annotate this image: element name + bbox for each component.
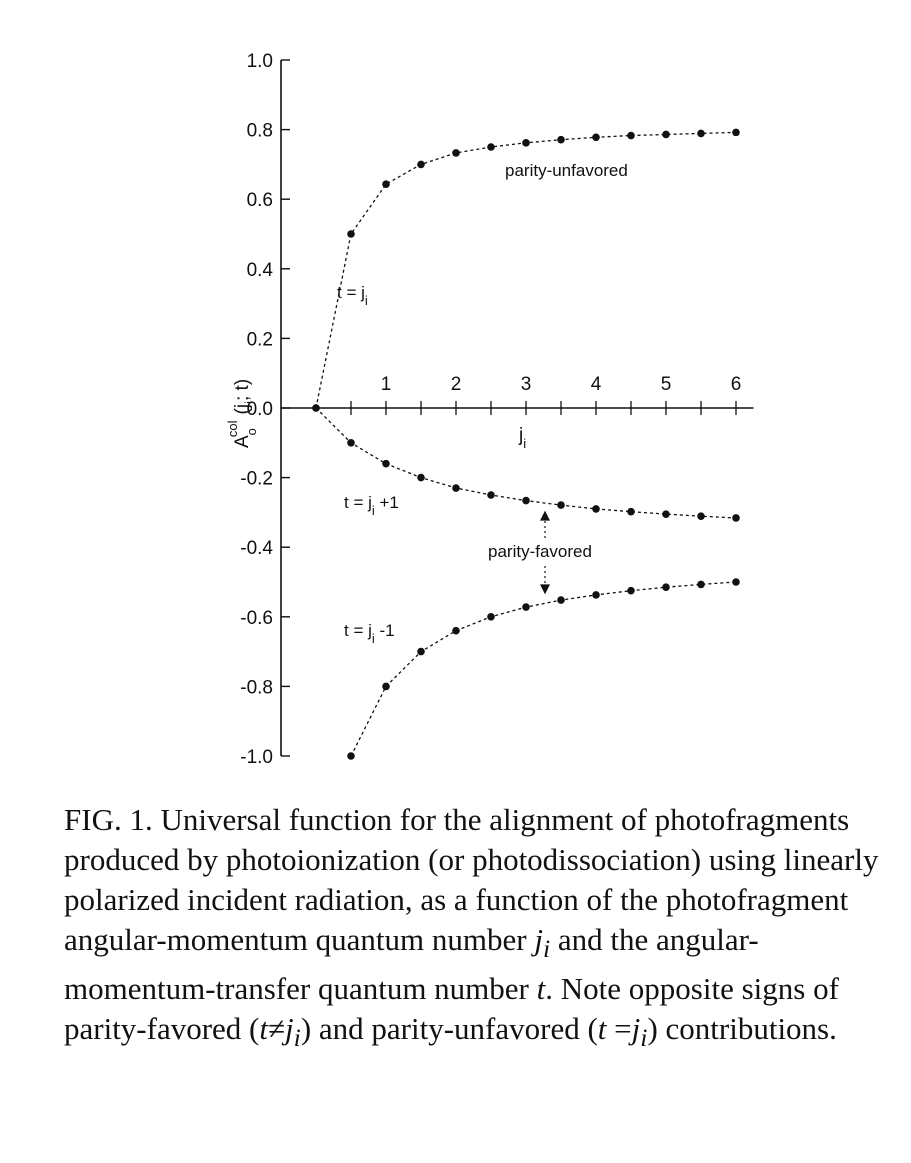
series-0-point xyxy=(732,128,740,137)
x-axis-label: ji xyxy=(518,425,526,451)
annotation-t-equals-ji: t = ji xyxy=(337,283,368,308)
series-1-point xyxy=(487,491,495,499)
x-tick-label: 1 xyxy=(381,374,392,395)
series-1-point xyxy=(452,484,460,492)
x-tick-label: 4 xyxy=(591,374,602,395)
series-2-point xyxy=(557,596,565,604)
series-0-point xyxy=(487,143,495,151)
figure: 1.0 0.8 0.6 0.4 0.2 0.0 -0.2 -0.4 -0.6 -0.8 -1.0 1 2… xyxy=(225,51,754,768)
caption-label: FIG. 1. xyxy=(64,802,153,837)
series-1-point xyxy=(697,512,705,521)
series-0-point xyxy=(627,131,635,140)
series-0-point xyxy=(662,130,670,139)
parity-favored-arrows xyxy=(540,510,550,595)
series-2-point xyxy=(487,613,495,621)
y-axis-label: Aocol(ji; t) xyxy=(225,379,259,448)
axes: 1.0 0.8 0.6 0.4 0.2 0.0 -0.2 -0.4 -0.6 -0.8 -1.0 1 2… xyxy=(240,51,754,768)
series-0-point xyxy=(522,139,530,147)
series-0-point xyxy=(697,129,705,138)
series-2-point xyxy=(522,603,530,611)
series-2-point xyxy=(417,647,425,656)
series-1-point xyxy=(627,507,635,516)
y-tick-label: 1.0 xyxy=(247,51,273,72)
series-0-point xyxy=(417,160,425,169)
y-tick-label: 0.2 xyxy=(247,329,273,350)
series-0-point xyxy=(347,230,355,238)
series-layer xyxy=(312,128,740,760)
series-2-point xyxy=(452,626,460,635)
series-2-point xyxy=(662,583,670,592)
y-tick-label: -0.8 xyxy=(240,677,273,698)
series-2-point xyxy=(347,752,355,760)
x-tick-label: 6 xyxy=(731,374,742,395)
series-1-point xyxy=(347,439,355,447)
series-0-point xyxy=(382,180,390,189)
annotation-t-equals-ji-minus-1: t = ji -1 xyxy=(344,621,395,646)
figure-caption: FIG. 1. Universal function for the align… xyxy=(64,802,879,1053)
y-tick-label: 0.0 xyxy=(247,399,273,420)
y-tick-label: 0.4 xyxy=(247,260,274,281)
annotation-t-equals-ji-plus-1: t = ji +1 xyxy=(344,493,399,518)
y-tick-label: 0.8 xyxy=(247,121,273,142)
x-tick-label: 5 xyxy=(661,374,672,395)
series-1-point xyxy=(557,501,565,509)
x-tick-label: 3 xyxy=(521,374,532,395)
series-1-point xyxy=(522,496,530,505)
series-1-point xyxy=(662,510,670,518)
y-tick-label: -0.6 xyxy=(240,608,273,629)
y-tick-label: -1.0 xyxy=(240,747,273,768)
series-2-point xyxy=(592,591,600,599)
y-tick-label: 0.6 xyxy=(247,190,273,211)
annotation-parity-favored: parity-favored xyxy=(488,542,592,561)
series-1-point xyxy=(732,514,740,522)
series-0-point xyxy=(557,135,565,144)
y-tick-label: -0.2 xyxy=(240,469,273,490)
series-0-point xyxy=(452,149,460,157)
series-2-line xyxy=(350,581,737,757)
series-1-point xyxy=(592,505,600,513)
series-2-point xyxy=(697,580,705,589)
y-tick-label: -0.4 xyxy=(240,538,273,559)
series-1-point xyxy=(312,404,320,412)
chart: 1.0 0.8 0.6 0.4 0.2 0.0 -0.2 -0.4 -0.6 -0.8 -1.0 1 2… xyxy=(225,51,754,768)
series-1-point xyxy=(417,473,425,482)
series-0-point xyxy=(592,133,600,142)
series-2-point xyxy=(382,682,390,691)
series-2-point xyxy=(732,578,740,586)
annotation-parity-unfavored: parity-unfavored xyxy=(505,161,628,180)
x-tick-label: 2 xyxy=(451,374,462,395)
series-2-point xyxy=(627,586,635,595)
series-1-point xyxy=(382,459,390,468)
